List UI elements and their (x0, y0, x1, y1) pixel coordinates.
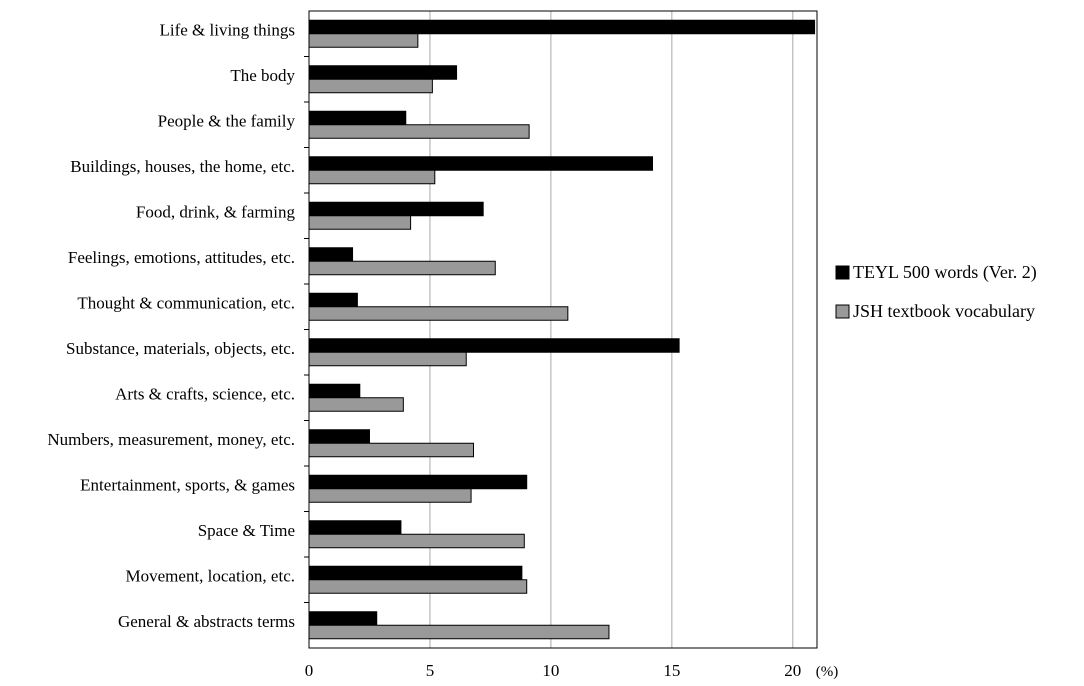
legend-label-1: TEYL 500 words (Ver. 2) (853, 262, 1037, 283)
x-tick-label-15: 15 (663, 661, 680, 680)
category-label-2: People & the family (158, 112, 296, 131)
bar-series1-2 (308, 110, 407, 126)
category-label-13: General & abstracts terms (118, 612, 295, 631)
bar-series1-0 (308, 19, 816, 35)
bar-series1-11 (308, 520, 402, 535)
bar-series2-0 (308, 33, 419, 48)
bar-series1-3 (308, 156, 654, 171)
x-tick-label-0: 0 (305, 661, 314, 680)
category-label-4: Food, drink, & farming (136, 203, 296, 222)
bar-series2-3 (308, 169, 436, 185)
bar-series2-6 (308, 306, 569, 321)
bar-series2-13 (308, 624, 610, 640)
category-label-0: Life & living things (159, 21, 295, 40)
x-unit-label: (%) (816, 664, 839, 680)
bar-series1-13 (308, 611, 378, 626)
bar-series2-9 (308, 442, 474, 458)
category-label-12: Movement, location, etc. (126, 567, 295, 586)
bar-series1-4 (308, 201, 484, 217)
gridlines (429, 11, 794, 648)
category-label-7: Substance, materials, objects, etc. (66, 339, 295, 358)
x-tick-label-10: 10 (542, 661, 559, 680)
legend-swatch-1 (835, 265, 850, 280)
bar-series1-12 (308, 565, 523, 581)
bar-series1-8 (308, 383, 361, 399)
bar-series2-1 (308, 78, 433, 94)
legend-swatch-2 (835, 304, 850, 319)
x-tick-labels: 0 5 10 15 20 (305, 661, 802, 680)
category-label-3: Buildings, houses, the home, etc. (70, 157, 295, 176)
category-label-11: Space & Time (198, 521, 295, 540)
category-label-10: Entertainment, sports, & games (80, 476, 295, 495)
plot-frame (308, 10, 818, 649)
bar-series2-5 (308, 260, 496, 276)
bar-series2-8 (308, 397, 404, 412)
bar-series1-6 (308, 292, 358, 308)
category-label-8: Arts & crafts, science, etc. (115, 385, 295, 404)
x-tick-label-5: 5 (426, 661, 435, 680)
category-label-5: Feelings, emotions, attitudes, etc. (68, 248, 295, 267)
bar-series2-10 (308, 488, 472, 503)
bar-series2-7 (308, 351, 467, 367)
x-tick-label-20: 20 (784, 661, 801, 680)
legend: TEYL 500 words (Ver. 2) JSH textbook voca… (835, 262, 1037, 321)
bar-series2-4 (308, 215, 412, 230)
bar-series1-5 (308, 247, 354, 262)
category-label-1: The body (230, 66, 295, 85)
category-labels: Life & living things The body People & the… (47, 21, 295, 632)
category-label-6: Thought & communication, etc. (77, 294, 295, 313)
legend-label-2: JSH textbook vocabulary (853, 301, 1035, 321)
bar-series1-1 (308, 65, 458, 80)
bar-series1-9 (308, 429, 370, 444)
bar-series1-7 (308, 338, 680, 353)
bar-series2-11 (308, 533, 525, 549)
category-label-9: Numbers, measurement, money, etc. (47, 430, 295, 449)
bar-series1-10 (308, 474, 528, 490)
bar-series2-2 (308, 124, 530, 139)
bar-series2-12 (308, 579, 528, 594)
bars (308, 19, 816, 640)
y-tick-marks (304, 56, 309, 603)
